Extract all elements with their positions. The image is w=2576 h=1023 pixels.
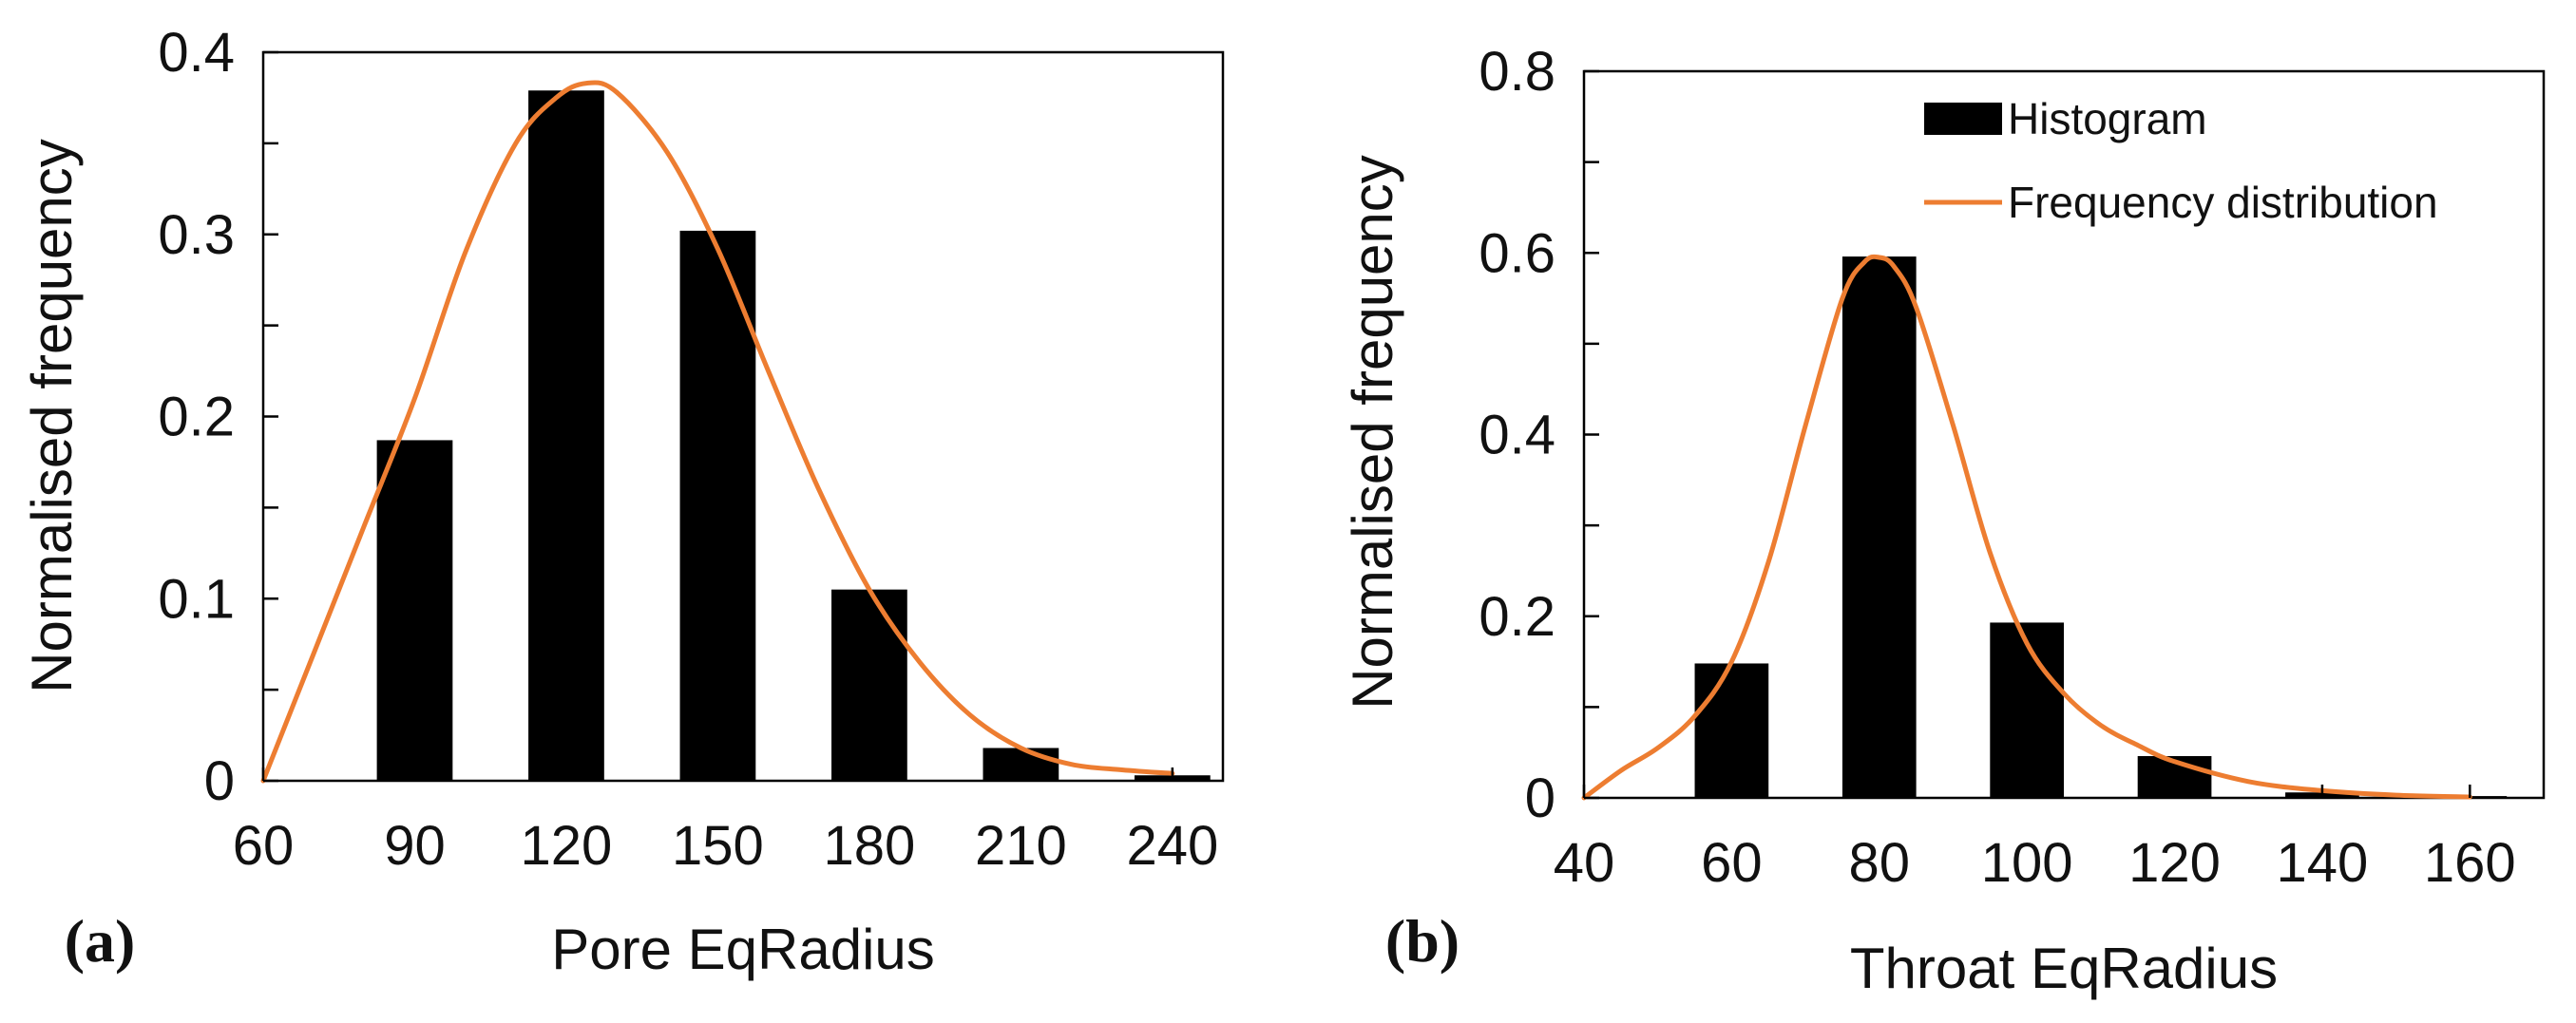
bar-b-1	[1841, 256, 1917, 798]
y-axis-title-b: Normalised frequency	[1341, 155, 1404, 710]
legend-label-distribution: Frequency distribution	[2008, 178, 2438, 227]
bar-a-0	[376, 440, 453, 781]
distribution-line-a	[260, 80, 1175, 784]
y-tick-label-b-0: 0	[1525, 767, 1555, 829]
y-tick-label-b-3: 0.6	[1479, 222, 1555, 284]
bar-a-2	[679, 230, 756, 782]
x-tick-label-a-4: 180	[824, 815, 916, 877]
y-tick-label-a-1: 0.1	[158, 568, 235, 630]
panel-label-b: (b)	[1385, 907, 1460, 975]
x-axis-title-b: Throat EqRadius	[1850, 937, 2278, 1000]
distribution-line-b	[1581, 254, 2472, 801]
chart-panel-a: 0 0.1 0.2 0.3 0.4 60 90 120 150 180 210 240 Pore EqR…	[20, 22, 1225, 981]
bar-a-1	[528, 90, 604, 781]
x-tick-label-b-5: 140	[2277, 832, 2369, 894]
legend-b: Histogram Frequency distribution	[1924, 94, 2438, 227]
y-tick-label-b-4: 0.8	[1479, 41, 1555, 103]
x-tick-label-a-6: 240	[1126, 815, 1218, 877]
y-tick-label-a-2: 0.2	[158, 387, 235, 448]
x-axis-title-a: Pore EqRadius	[551, 918, 935, 981]
legend-label-histogram: Histogram	[2008, 94, 2207, 143]
x-tick-label-b-3: 100	[1981, 832, 2073, 894]
bar-a-3	[831, 589, 907, 781]
y-tick-label-a-4: 0.4	[158, 22, 235, 84]
x-tick-label-a-2: 120	[521, 815, 613, 877]
legend-swatch-histogram	[1924, 103, 2002, 135]
x-tick-label-b-6: 160	[2424, 832, 2516, 894]
y-tick-label-b-2: 0.4	[1479, 405, 1555, 466]
x-tick-label-b-0: 40	[1554, 832, 1615, 894]
x-tick-label-a-0: 60	[233, 815, 295, 877]
x-tick-label-a-1: 90	[384, 815, 446, 877]
bar-b-2	[1990, 622, 2064, 798]
x-tick-label-b-1: 60	[1701, 832, 1763, 894]
panel-label-a: (a)	[65, 907, 136, 975]
x-tick-label-b-4: 120	[2128, 832, 2221, 894]
y-axis-title-a: Normalised frequency	[20, 139, 84, 693]
y-tick-label-a-0: 0	[204, 750, 235, 812]
x-tick-label-b-2: 80	[1849, 832, 1911, 894]
x-tick-label-a-5: 210	[975, 815, 1067, 877]
chart-panel-b: 0 0.2 0.4 0.6 0.8 40 60 80 100 120 140 160 Throat Eq…	[1341, 41, 2546, 1000]
x-tick-label-a-3: 150	[672, 815, 764, 877]
y-tick-label-b-1: 0.2	[1479, 586, 1555, 648]
y-tick-label-a-3: 0.3	[158, 204, 235, 266]
bar-b-0	[1694, 663, 1769, 798]
